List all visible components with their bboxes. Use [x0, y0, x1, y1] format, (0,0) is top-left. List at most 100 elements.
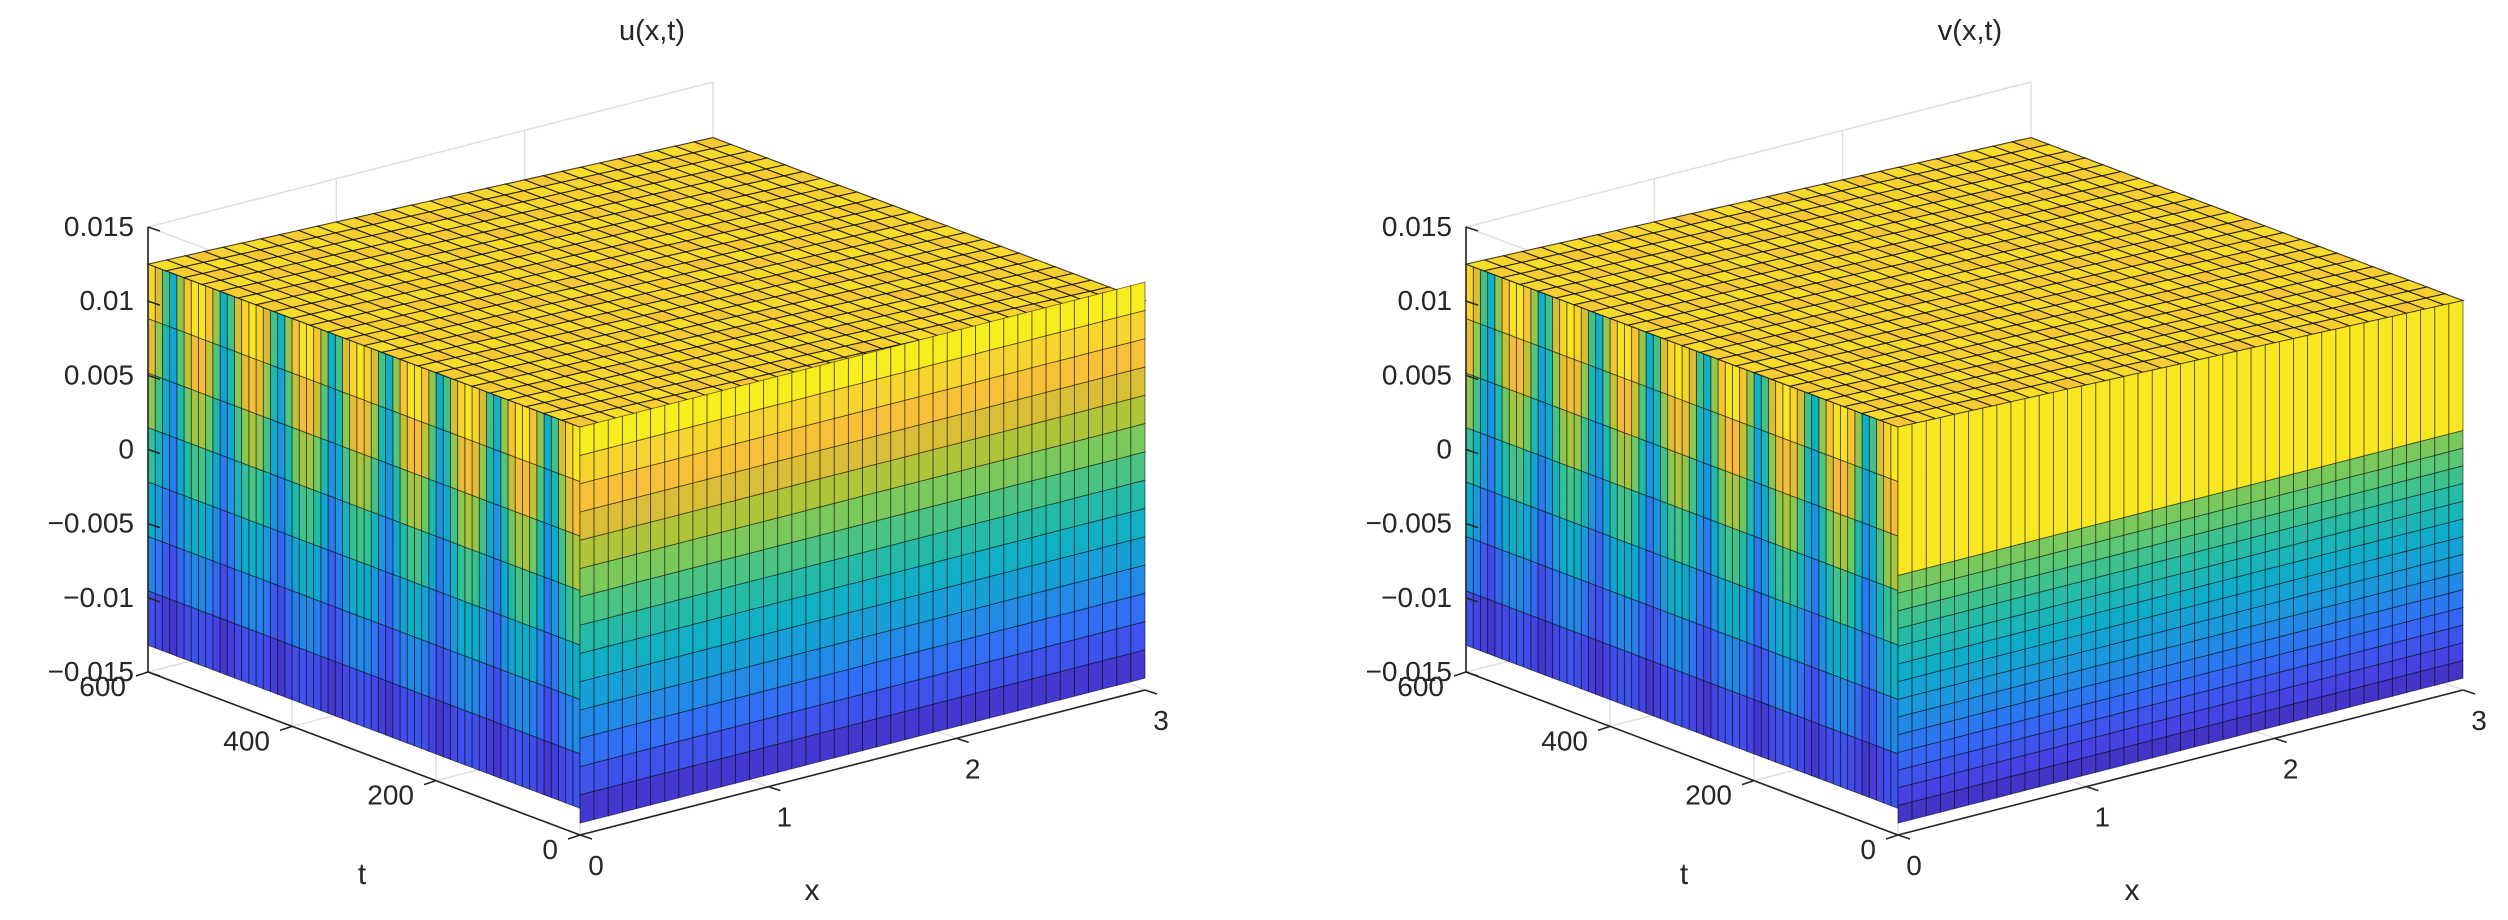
surface-front-cell: [1088, 377, 1104, 411]
surface-left-cell: [406, 470, 415, 529]
surface-left-cell: [1479, 595, 1489, 655]
surface-left-cell: [449, 704, 459, 763]
surface-left-cell: [1645, 494, 1654, 554]
surface-left-cell: [197, 391, 207, 450]
surface-front-lip-cell: [2151, 366, 2167, 511]
z-tick-label: −0.005: [48, 508, 134, 539]
surface-left-cell: [298, 647, 307, 706]
surface-left-cell: [1674, 614, 1683, 673]
surface-front-cell: [777, 739, 793, 773]
surface-left-cell: [529, 461, 538, 521]
surface-left-cell: [428, 532, 437, 592]
surface-left-cell: [493, 720, 502, 780]
surface-left-cell: [1508, 497, 1517, 557]
z-tick-label: 0.01: [1398, 285, 1453, 316]
surface-left-cell: [565, 475, 574, 534]
surface-front-cell: [593, 730, 609, 764]
surface-front-cell: [706, 758, 722, 792]
surface-front-cell: [1130, 564, 1146, 598]
surface-left-cell: [1566, 410, 1575, 469]
surface-left-cell: [269, 364, 279, 423]
surface-front-cell: [904, 396, 920, 430]
surface-front-cell: [621, 694, 637, 728]
surface-front-cell: [749, 605, 765, 639]
surface-left-cell: [147, 426, 156, 486]
surface-left-cell: [1479, 377, 1489, 437]
surface-front-cell: [749, 379, 765, 413]
surface-front-cell: [579, 507, 595, 541]
surface-front-cell: [975, 604, 991, 638]
surface-left-cell: [478, 606, 487, 665]
surface-front-cell: [975, 462, 991, 496]
surface-front-cell: [805, 364, 821, 398]
surface-front-cell: [777, 655, 793, 689]
surface-front-cell: [664, 429, 680, 463]
surface-left-cell: [421, 584, 430, 643]
surface-left-cell: [1811, 448, 1820, 507]
surface-left-cell: [543, 521, 552, 581]
surface-front-cell: [1073, 635, 1089, 669]
surface-front-cell: [678, 425, 694, 459]
surface-front-cell: [1130, 394, 1146, 428]
surface-front-cell: [749, 662, 765, 696]
surface-left-cell: [1789, 712, 1798, 771]
z-tick-mark: [1465, 597, 1479, 603]
surface-left-cell: [1667, 557, 1676, 616]
surface-left-cell: [1573, 358, 1582, 418]
surface-front-lip-cell: [2010, 398, 2026, 547]
surface-front-cell: [720, 726, 736, 760]
surface-left-cell: [197, 609, 207, 668]
surface-left-cell: [1703, 625, 1712, 684]
surface-left-cell: [1861, 412, 1870, 472]
surface-left-cell: [421, 421, 430, 480]
surface-left-cell: [1818, 451, 1827, 510]
surface-front-cell: [989, 515, 1005, 549]
surface-front-cell: [636, 436, 652, 470]
surface-front-cell: [1017, 310, 1033, 344]
surface-left-cell: [219, 453, 228, 513]
surface-front-cell: [833, 725, 849, 759]
surface-left-cell: [385, 462, 394, 521]
surface-front-cell: [720, 414, 736, 448]
surface-left-cell: [1717, 412, 1726, 472]
surface-front-cell: [946, 696, 962, 730]
surface-front-cell: [607, 698, 623, 732]
surface-front-cell: [636, 549, 652, 583]
surface-front-cell: [876, 629, 892, 663]
surface-front-cell: [989, 685, 1005, 719]
surface-front-cell: [975, 632, 991, 666]
surface-front-cell: [1088, 348, 1104, 383]
surface-front-cell: [1003, 653, 1019, 687]
surface-front-cell: [847, 636, 863, 670]
surface-front-cell: [1073, 578, 1089, 612]
surface-front-cell: [1031, 420, 1047, 454]
surface-front-cell: [720, 386, 736, 420]
surface-front-cell: [1130, 592, 1146, 626]
surface-front-cell: [904, 622, 920, 656]
surface-front-cell: [593, 673, 609, 707]
surface-front-cell: [1003, 512, 1019, 546]
surface-front-cell: [904, 707, 920, 741]
surface-left-cell: [385, 679, 394, 739]
surface-left-cell: [1631, 652, 1640, 712]
surface-left-cell: [305, 323, 315, 382]
surface-left-cell: [536, 464, 545, 524]
surface-left-cell: [1602, 423, 1611, 483]
surface-left-cell: [176, 492, 185, 551]
t-tick-label: 200: [1685, 780, 1732, 811]
surface-front-cell: [847, 495, 863, 529]
surface-left-cell: [349, 448, 358, 507]
surface-left-cell: [320, 383, 329, 442]
surface-left-cell: [1616, 592, 1625, 652]
surface-left-cell: [1695, 677, 1705, 736]
surface-left-cell: [183, 603, 192, 663]
surface-left-cell: [1818, 559, 1827, 619]
surface-front-cell: [692, 705, 708, 739]
surface-left-cell: [478, 497, 487, 556]
surface-front-cell: [975, 377, 991, 412]
surface-left-cell: [1739, 530, 1748, 589]
surface-front-cell: [593, 475, 609, 509]
surface-left-cell: [1789, 657, 1798, 717]
surface-left-cell: [1609, 317, 1618, 377]
surface-front-cell: [1088, 320, 1104, 354]
